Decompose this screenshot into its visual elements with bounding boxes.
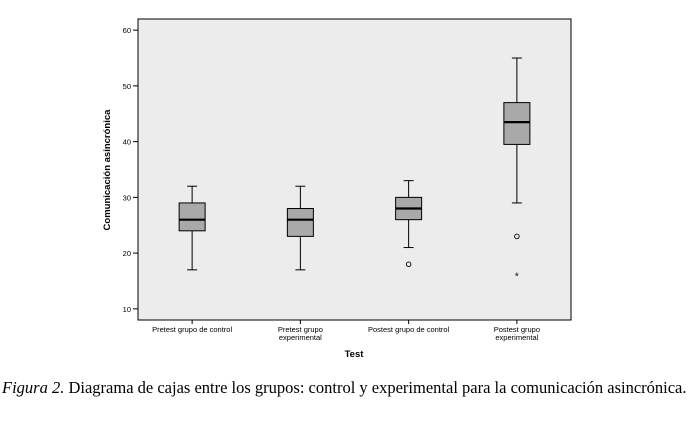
y-tick-label: 40 bbox=[123, 138, 131, 147]
iqr-box bbox=[503, 102, 531, 145]
x-tick-label: Pretest grupo experimental bbox=[278, 325, 323, 342]
x-axis: Pretest grupo de control Pretest grupo exp… bbox=[152, 320, 540, 342]
box-group bbox=[178, 185, 206, 271]
y-tick-label: 10 bbox=[123, 305, 131, 314]
x-tick-label-line: Postest grupo bbox=[494, 325, 540, 334]
y-axis-title: Comunicación asincrónica bbox=[102, 109, 113, 231]
y-tick-label: 50 bbox=[123, 82, 131, 91]
y-tick-label: 20 bbox=[123, 249, 131, 258]
box-group bbox=[395, 180, 423, 268]
box-group: * bbox=[503, 57, 531, 282]
y-tick-label: 30 bbox=[123, 193, 131, 202]
box-group bbox=[286, 185, 314, 271]
iqr-box bbox=[178, 202, 206, 232]
iqr-box bbox=[286, 208, 314, 237]
outlier-point bbox=[514, 233, 520, 240]
x-tick-label-line: Pretest grupo bbox=[278, 325, 323, 334]
x-tick-label-line: Postest grupo de control bbox=[368, 325, 450, 334]
outlier-point bbox=[405, 261, 412, 268]
extreme-point: * bbox=[515, 271, 519, 282]
boxplot-chart: 10 20 30 40 50 60 Pretest grupo de control Pre… bbox=[102, 18, 572, 360]
x-axis-title: Test bbox=[345, 349, 365, 360]
plot-area bbox=[137, 18, 572, 321]
x-tick-label: Postest grupo de control bbox=[368, 325, 450, 334]
caption-label: Figura 2. bbox=[2, 378, 65, 397]
x-tick-label-line: experimental bbox=[495, 333, 538, 342]
box-series: * bbox=[178, 57, 531, 282]
x-tick-label-line: Pretest grupo de control bbox=[152, 325, 232, 334]
x-tick-label: Pretest grupo de control bbox=[152, 325, 232, 334]
x-tick-label: Postest grupo experimental bbox=[494, 325, 540, 342]
figure-caption: Figura 2. Diagrama de cajas entre los gr… bbox=[2, 376, 687, 399]
y-tick-label: 60 bbox=[123, 26, 131, 35]
caption-text: Diagrama de cajas entre los grupos: cont… bbox=[64, 378, 687, 397]
y-axis: 10 20 30 40 50 60 bbox=[123, 26, 138, 314]
x-tick-label-line: experimental bbox=[279, 333, 322, 342]
